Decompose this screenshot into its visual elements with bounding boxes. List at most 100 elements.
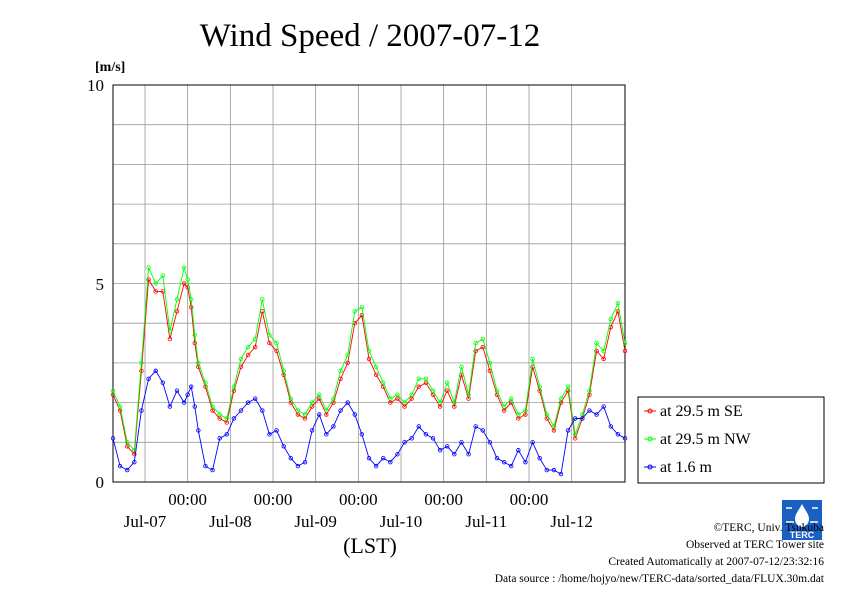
x-date-label: Jul-12	[550, 512, 593, 531]
legend-marker	[647, 464, 653, 470]
data-point	[608, 317, 613, 322]
data-point	[359, 432, 365, 437]
data-point	[480, 344, 485, 350]
data-point	[345, 352, 350, 358]
data-point	[573, 432, 578, 437]
data-point	[445, 380, 450, 385]
data-point	[445, 388, 450, 393]
data-point	[565, 428, 571, 433]
data-point	[253, 336, 258, 342]
data-point	[544, 412, 549, 417]
data-point	[402, 400, 407, 405]
data-point	[437, 448, 443, 453]
data-point	[117, 463, 123, 469]
data-point	[146, 265, 151, 270]
data-point	[587, 408, 592, 413]
data-point	[153, 289, 158, 294]
data-point	[253, 344, 258, 350]
data-point	[245, 344, 251, 350]
data-point	[245, 400, 251, 405]
data-point	[167, 404, 173, 409]
data-point	[324, 432, 329, 437]
data-point	[352, 412, 357, 417]
data-point	[373, 364, 379, 370]
data-point	[537, 455, 542, 461]
data-point	[174, 309, 180, 314]
data-point	[203, 380, 208, 385]
data-point	[416, 424, 421, 429]
data-point	[601, 404, 606, 409]
legend: at 29.5 m SE at 29.5 m NW at 1.6 m	[637, 396, 825, 484]
series-0	[110, 277, 628, 457]
data-point	[267, 332, 272, 338]
x-date-label: Jul-11	[465, 512, 507, 531]
logo-text: TERC	[790, 530, 815, 540]
footer-source: Data source : /home/hojyo/new/TERC-data/…	[494, 573, 824, 585]
data-point	[295, 463, 301, 469]
legend-label-se: at 29.5 m SE	[660, 403, 743, 420]
data-point	[274, 340, 279, 346]
data-point	[309, 400, 315, 405]
data-point	[352, 309, 357, 314]
footer-created: Created Automatically at 2007-07-12/23:3…	[608, 556, 824, 568]
data-point	[324, 408, 329, 413]
data-point	[409, 436, 414, 441]
data-point	[181, 281, 187, 286]
data-point	[174, 297, 180, 302]
x-time-label: 00:00	[168, 490, 207, 509]
data-point	[189, 384, 194, 389]
data-point	[317, 392, 322, 397]
data-point	[167, 336, 173, 342]
series-line	[112, 370, 626, 475]
data-point	[437, 400, 443, 405]
terc-logo-icon: TERC	[780, 500, 824, 540]
data-point	[245, 352, 251, 358]
data-point	[359, 313, 365, 318]
data-point	[203, 463, 208, 469]
data-point	[196, 428, 201, 433]
legend-label-nw: at 29.5 m NW	[660, 431, 752, 448]
data-point	[196, 360, 201, 366]
data-point	[494, 388, 500, 393]
data-point	[373, 463, 379, 469]
y-axis-label: [m/s]	[95, 60, 125, 75]
data-point	[452, 452, 457, 457]
data-point	[189, 297, 194, 302]
data-point	[338, 368, 343, 374]
data-point	[302, 459, 308, 465]
series-2	[110, 368, 628, 477]
data-point	[402, 440, 407, 445]
data-point	[608, 424, 613, 429]
data-point	[110, 388, 116, 393]
series-layer	[110, 265, 628, 477]
data-point	[210, 404, 215, 409]
x-time-label: 00:00	[510, 490, 549, 509]
data-point	[551, 467, 557, 473]
data-point	[501, 404, 507, 409]
data-point	[253, 396, 258, 401]
data-point	[302, 412, 308, 417]
data-point	[224, 416, 229, 421]
data-point	[288, 396, 293, 401]
data-point	[551, 424, 557, 429]
data-point	[132, 459, 137, 465]
data-point	[331, 396, 336, 401]
data-point	[594, 412, 599, 417]
data-point	[459, 364, 464, 370]
data-point	[210, 467, 215, 473]
data-point	[381, 380, 386, 385]
data-point	[480, 336, 485, 342]
data-point	[516, 412, 521, 417]
x-date-label: Jul-08	[209, 512, 252, 531]
data-point	[395, 452, 400, 457]
data-point	[181, 265, 187, 270]
data-point	[594, 340, 599, 346]
data-point	[480, 428, 485, 433]
data-point	[153, 281, 158, 286]
data-point	[615, 432, 621, 437]
data-point	[523, 408, 528, 413]
data-point	[174, 388, 180, 393]
data-point	[231, 384, 237, 389]
data-point	[388, 459, 393, 465]
x-date-label: Jul-10	[380, 512, 423, 531]
